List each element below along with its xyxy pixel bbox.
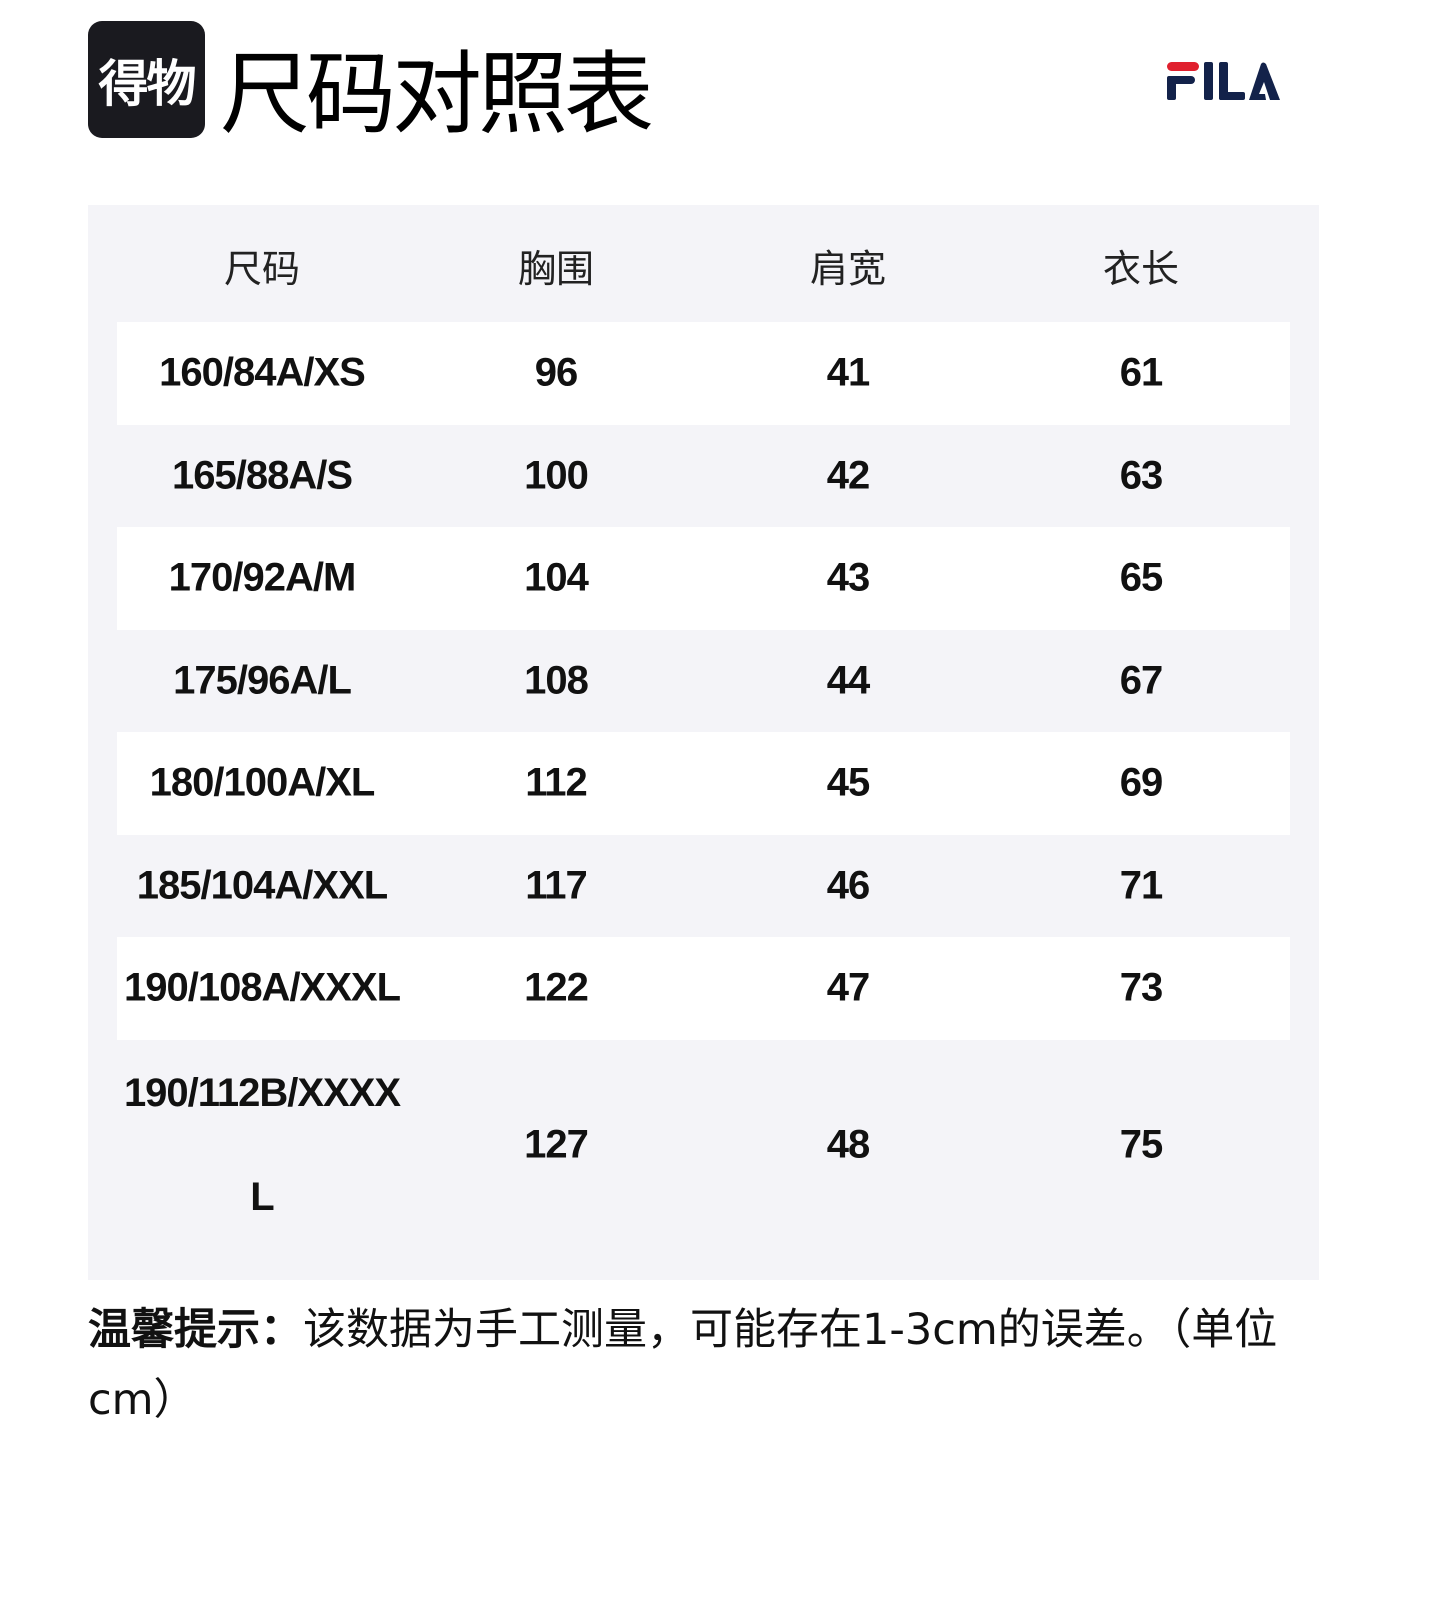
table-row: 165/88A/S 100 42 63 — [117, 425, 1290, 528]
page-title: 尺码对照表 — [220, 42, 654, 147]
cell-shoulder: 45 — [826, 760, 870, 805]
cell-chest: 108 — [524, 658, 589, 703]
cell-length: 61 — [1119, 350, 1163, 395]
table-row: 180/100A/XL 112 45 69 — [117, 732, 1290, 835]
cell-shoulder: 47 — [826, 965, 870, 1010]
cell-chest: 96 — [534, 350, 578, 395]
cell-shoulder: 42 — [826, 453, 870, 498]
column-header-size: 尺码 — [223, 247, 301, 291]
note: 温馨提示：该数据为手工测量，可能存在1-3cm的误差。（单位cm） — [88, 1295, 1338, 1435]
cell-length: 71 — [1119, 863, 1163, 908]
cell-size: 160/84A/XS — [159, 350, 366, 395]
cell-length: 69 — [1119, 760, 1163, 805]
cell-chest: 117 — [525, 863, 588, 908]
cell-size: 170/92A/M — [168, 555, 357, 600]
cell-length: 75 — [1119, 1122, 1163, 1166]
cell-size: 175/96A/L — [173, 658, 352, 703]
cell-shoulder: 43 — [826, 555, 870, 600]
cell-shoulder: 41 — [826, 350, 870, 395]
cell-chest: 122 — [524, 965, 589, 1010]
cell-length: 63 — [1119, 453, 1163, 498]
cell-shoulder: 48 — [826, 1122, 870, 1166]
size-table: 尺码 胸围 肩宽 衣长 160/84A/XS 96 41 61 165/88A/S 100… — [88, 205, 1319, 1280]
cell-size: 190/108A/XXXL — [123, 965, 401, 1010]
cell-length: 67 — [1119, 658, 1163, 703]
app-logo: 得物 — [88, 21, 205, 138]
cell-size: 180/100A/XL — [149, 760, 376, 805]
cell-length: 73 — [1119, 965, 1163, 1010]
brand-logo — [1165, 60, 1283, 106]
cell-length: 65 — [1119, 555, 1163, 600]
note-text: 该数据为手工测量，可能存在1-3cm的误差。（单位cm） — [88, 1305, 1278, 1425]
cell-chest: 104 — [524, 555, 589, 600]
table-row: 175/96A/L 108 44 67 — [117, 630, 1290, 733]
table-row: 160/84A/XS 96 41 61 — [117, 322, 1290, 425]
column-header-length: 衣长 — [1102, 247, 1180, 291]
column-header-shoulder: 肩宽 — [809, 247, 887, 291]
table-row: 190/112B/XXXXL 127 48 75 — [117, 1040, 1290, 1250]
table-row: 185/104A/XXL 117 46 71 — [117, 835, 1290, 938]
cell-shoulder: 46 — [826, 863, 870, 908]
cell-size: 185/104A/XXL — [136, 863, 388, 908]
cell-chest: 127 — [524, 1122, 589, 1166]
table-header: 尺码 胸围 肩宽 衣长 — [88, 205, 1319, 322]
column-header-chest: 胸围 — [517, 247, 595, 291]
cell-chest: 100 — [524, 453, 589, 498]
cell-size: 190/112B/XXXXL — [123, 1070, 401, 1219]
table-row: 170/92A/M 104 43 65 — [117, 527, 1290, 630]
table-row: 190/108A/XXXL 122 47 73 — [117, 937, 1290, 1040]
cell-size: 165/88A/S — [171, 453, 353, 498]
cell-chest: 112 — [525, 760, 588, 805]
cell-shoulder: 44 — [826, 658, 870, 703]
note-label: 温馨提示： — [88, 1305, 303, 1355]
